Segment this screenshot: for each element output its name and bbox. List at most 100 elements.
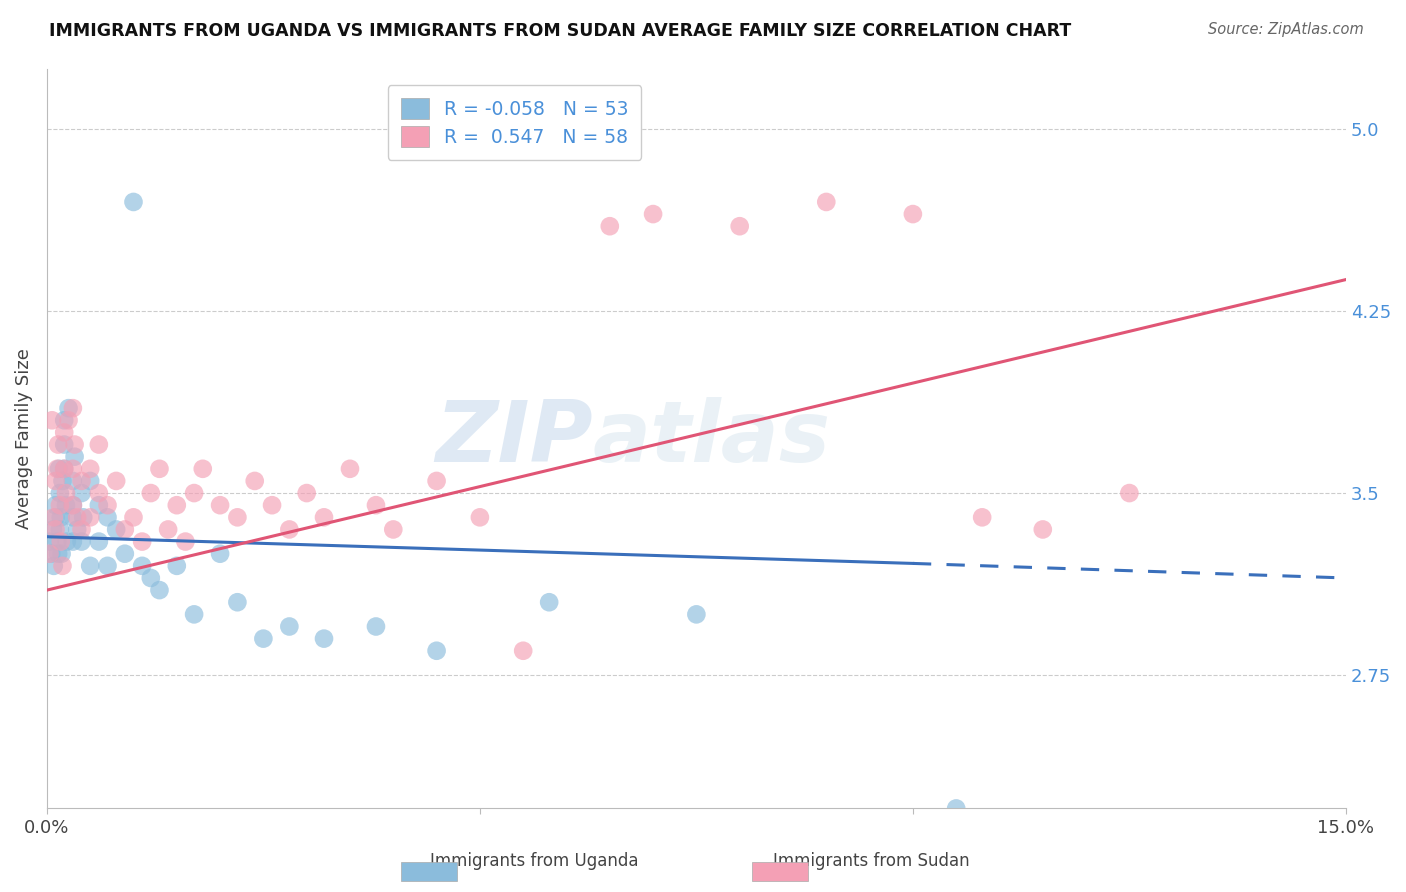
Point (63, 437, 86, 451)
Point (62, 474, 84, 488)
Point (382, 523, 405, 537)
Point (53, 462, 76, 476)
Point (512, 644, 534, 658)
Point (139, 486, 162, 500)
Point (426, 474, 449, 488)
Point (96, 498, 118, 512)
Point (728, 219, 751, 234)
Point (945, 801, 967, 815)
Point (48, 462, 70, 476)
Point (685, 607, 707, 622)
Point (51, 558, 73, 573)
Point (66, 523, 89, 537)
Point (46, 437, 69, 451)
Point (166, 558, 188, 573)
Point (46, 462, 69, 476)
Text: atlas: atlas (592, 397, 831, 480)
Text: Immigrants from Sudan: Immigrants from Sudan (773, 852, 970, 870)
Point (312, 510, 335, 524)
Point (87, 534, 110, 549)
Point (1118, 486, 1140, 500)
Point (148, 462, 170, 476)
Point (209, 547, 232, 561)
Text: IMMIGRANTS FROM UGANDA VS IMMIGRANTS FROM SUDAN AVERAGE FAMILY SIZE CORRELATION : IMMIGRANTS FROM UGANDA VS IMMIGRANTS FRO… (49, 22, 1071, 40)
Point (45, 510, 67, 524)
Point (79, 558, 101, 573)
Point (45, 498, 67, 512)
Text: Source: ZipAtlas.com: Source: ZipAtlas.com (1208, 22, 1364, 37)
Point (599, 219, 621, 234)
Point (278, 523, 301, 537)
Point (901, 207, 924, 221)
Point (63, 450, 86, 464)
Point (46, 534, 69, 549)
Point (183, 607, 205, 622)
Point (114, 547, 136, 561)
Point (166, 498, 188, 512)
Point (131, 534, 153, 549)
Point (49, 498, 72, 512)
Point (252, 632, 274, 646)
Point (468, 510, 491, 524)
Point (87, 498, 110, 512)
Point (55, 486, 77, 500)
Point (55, 498, 77, 512)
Point (972, 510, 994, 524)
Y-axis label: Average Family Size: Average Family Size (15, 348, 32, 529)
Point (58, 413, 80, 427)
Point (62, 510, 84, 524)
Point (62, 498, 84, 512)
Point (139, 571, 162, 585)
Point (62, 498, 84, 512)
Point (51, 547, 73, 561)
Point (62, 462, 84, 476)
Point (295, 486, 318, 500)
Point (122, 510, 145, 524)
Point (243, 474, 266, 488)
Point (62, 401, 84, 416)
Point (49, 523, 72, 537)
Point (53, 413, 76, 427)
Text: ZIP: ZIP (434, 397, 592, 480)
Point (45, 523, 67, 537)
Point (191, 462, 214, 476)
Point (312, 632, 335, 646)
Point (53, 462, 76, 476)
Point (426, 644, 449, 658)
Point (49, 534, 72, 549)
Point (42, 523, 65, 537)
Point (62, 534, 84, 549)
Point (226, 510, 249, 524)
Point (42, 510, 65, 524)
Point (70, 534, 93, 549)
Point (815, 194, 838, 209)
Point (122, 194, 145, 209)
Point (56, 534, 79, 549)
Point (364, 498, 387, 512)
Point (643, 207, 665, 221)
Point (39, 547, 62, 561)
Point (339, 462, 361, 476)
Point (96, 558, 118, 573)
Point (226, 595, 249, 609)
Point (538, 595, 561, 609)
Point (58, 401, 80, 416)
Point (1032, 523, 1054, 537)
Point (131, 558, 153, 573)
Point (364, 619, 387, 633)
Point (70, 474, 93, 488)
Point (105, 523, 128, 537)
Point (183, 486, 205, 500)
Point (46, 547, 69, 561)
Point (42, 558, 65, 573)
Point (45, 474, 67, 488)
Point (105, 474, 128, 488)
Point (41, 413, 63, 427)
Point (87, 437, 110, 451)
Text: Immigrants from Uganda: Immigrants from Uganda (430, 852, 638, 870)
Point (157, 523, 180, 537)
Point (209, 498, 232, 512)
Point (49, 486, 72, 500)
Point (79, 474, 101, 488)
Point (148, 583, 170, 598)
